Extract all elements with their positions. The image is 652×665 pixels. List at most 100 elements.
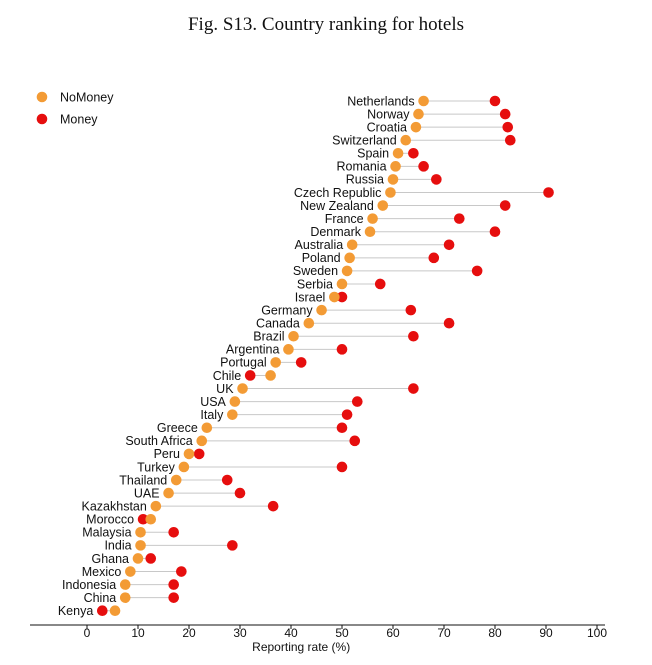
country-label: Poland — [302, 251, 341, 265]
nomoney-point — [344, 252, 355, 264]
money-point — [443, 317, 455, 329]
nomoney-point — [270, 357, 282, 368]
x-tick-label: 90 — [539, 626, 553, 640]
nomoney-point — [119, 592, 131, 603]
x-tick-label: 10 — [131, 626, 145, 640]
nomoney-point — [135, 540, 146, 551]
country-label: Chile — [213, 369, 242, 383]
money-point — [295, 357, 307, 368]
nomoney-point — [341, 265, 353, 277]
country-label: Brazil — [253, 330, 284, 344]
money-point — [168, 579, 179, 590]
legend-marker — [36, 113, 48, 125]
country-label: Ghana — [91, 552, 129, 566]
chart-title: Fig. S13. Country ranking for hotels — [187, 14, 465, 35]
nomoney-point — [390, 161, 401, 172]
nomoney-point — [183, 448, 195, 460]
country-label: New Zealand — [300, 199, 374, 213]
x-tick-label: 50 — [335, 626, 349, 640]
country-label: Switzerland — [332, 134, 397, 148]
country-label: India — [104, 539, 131, 553]
nomoney-point — [229, 396, 241, 407]
nomoney-point — [227, 409, 238, 420]
country-label: Malaysia — [82, 526, 131, 540]
x-tick-label: 100 — [587, 626, 607, 640]
country-label: Spain — [357, 147, 389, 161]
country-label: Morocco — [86, 513, 134, 527]
country-label: Germany — [261, 303, 313, 317]
money-point — [227, 540, 238, 551]
x-tick-label: 30 — [233, 626, 247, 640]
money-point — [145, 553, 157, 564]
country-label: Canada — [256, 316, 300, 330]
country-label: UAE — [134, 486, 160, 500]
data-points — [97, 95, 554, 617]
country-label: Netherlands — [347, 94, 414, 108]
money-point — [176, 566, 187, 577]
money-point — [428, 252, 440, 264]
x-axis-label: Reporting rate (%) — [252, 640, 350, 654]
money-point — [405, 304, 417, 316]
country-label: Australia — [295, 238, 344, 252]
legend-label: Money — [60, 112, 98, 126]
money-point — [336, 422, 348, 434]
country-label: Greece — [157, 421, 198, 435]
money-point — [193, 448, 205, 460]
x-tick-label: 40 — [284, 626, 298, 640]
nomoney-point — [201, 422, 213, 434]
country-label: Israel — [295, 290, 326, 304]
nomoney-point — [288, 330, 299, 342]
money-point — [502, 121, 514, 133]
money-point — [137, 513, 149, 525]
country-label: Portugal — [220, 356, 267, 370]
country-label: Peru — [154, 447, 180, 461]
x-axis: 0 10 20 30 40 50 60 70 80 90 100 Reporting rate (%) — [30, 624, 607, 654]
money-point — [234, 487, 246, 499]
country-label: Russia — [346, 173, 384, 187]
country-label: UK — [216, 382, 234, 396]
country-label: France — [325, 212, 364, 226]
money-point — [505, 134, 516, 146]
nomoney-point — [303, 317, 315, 329]
x-tick-label: 60 — [386, 626, 400, 640]
money-point — [418, 161, 429, 172]
country-label: Czech Republic — [294, 186, 382, 200]
country-label: Kenya — [58, 604, 93, 618]
money-point — [408, 330, 419, 342]
country-label: Serbia — [297, 277, 333, 291]
country-label: Mexico — [82, 565, 122, 579]
money-point — [443, 239, 455, 251]
nomoney-point — [367, 213, 378, 224]
nomoney-point — [392, 147, 404, 159]
country-label: Argentina — [226, 343, 280, 357]
money-point — [499, 200, 511, 211]
money-point — [499, 108, 511, 120]
country-label: Sweden — [293, 264, 338, 278]
nomoney-point — [170, 474, 182, 486]
money-point — [244, 370, 256, 381]
money-point — [267, 500, 279, 512]
country-label: China — [84, 591, 117, 605]
nomoney-point — [237, 383, 248, 394]
nomoney-point — [178, 461, 190, 473]
legend-label: NoMoney — [60, 90, 114, 104]
money-point — [336, 344, 348, 355]
nomoney-point — [109, 605, 121, 617]
money-point — [352, 396, 363, 407]
x-tick-label: 80 — [488, 626, 502, 640]
legend: NoMoney Money — [36, 90, 114, 126]
country-label: South Africa — [125, 434, 192, 448]
country-labels: NetherlandsNorwayCroatiaSwitzerlandSpain… — [58, 94, 415, 618]
money-point — [431, 174, 442, 185]
nomoney-point — [265, 370, 276, 381]
nomoney-point — [385, 187, 396, 198]
money-point — [336, 291, 348, 303]
money-point — [471, 265, 483, 277]
country-label: Kazakhstan — [82, 499, 147, 513]
money-point — [408, 383, 419, 394]
nomoney-point — [336, 278, 348, 290]
nomoney-point — [119, 579, 131, 590]
money-point — [489, 226, 501, 237]
money-point — [336, 461, 348, 473]
